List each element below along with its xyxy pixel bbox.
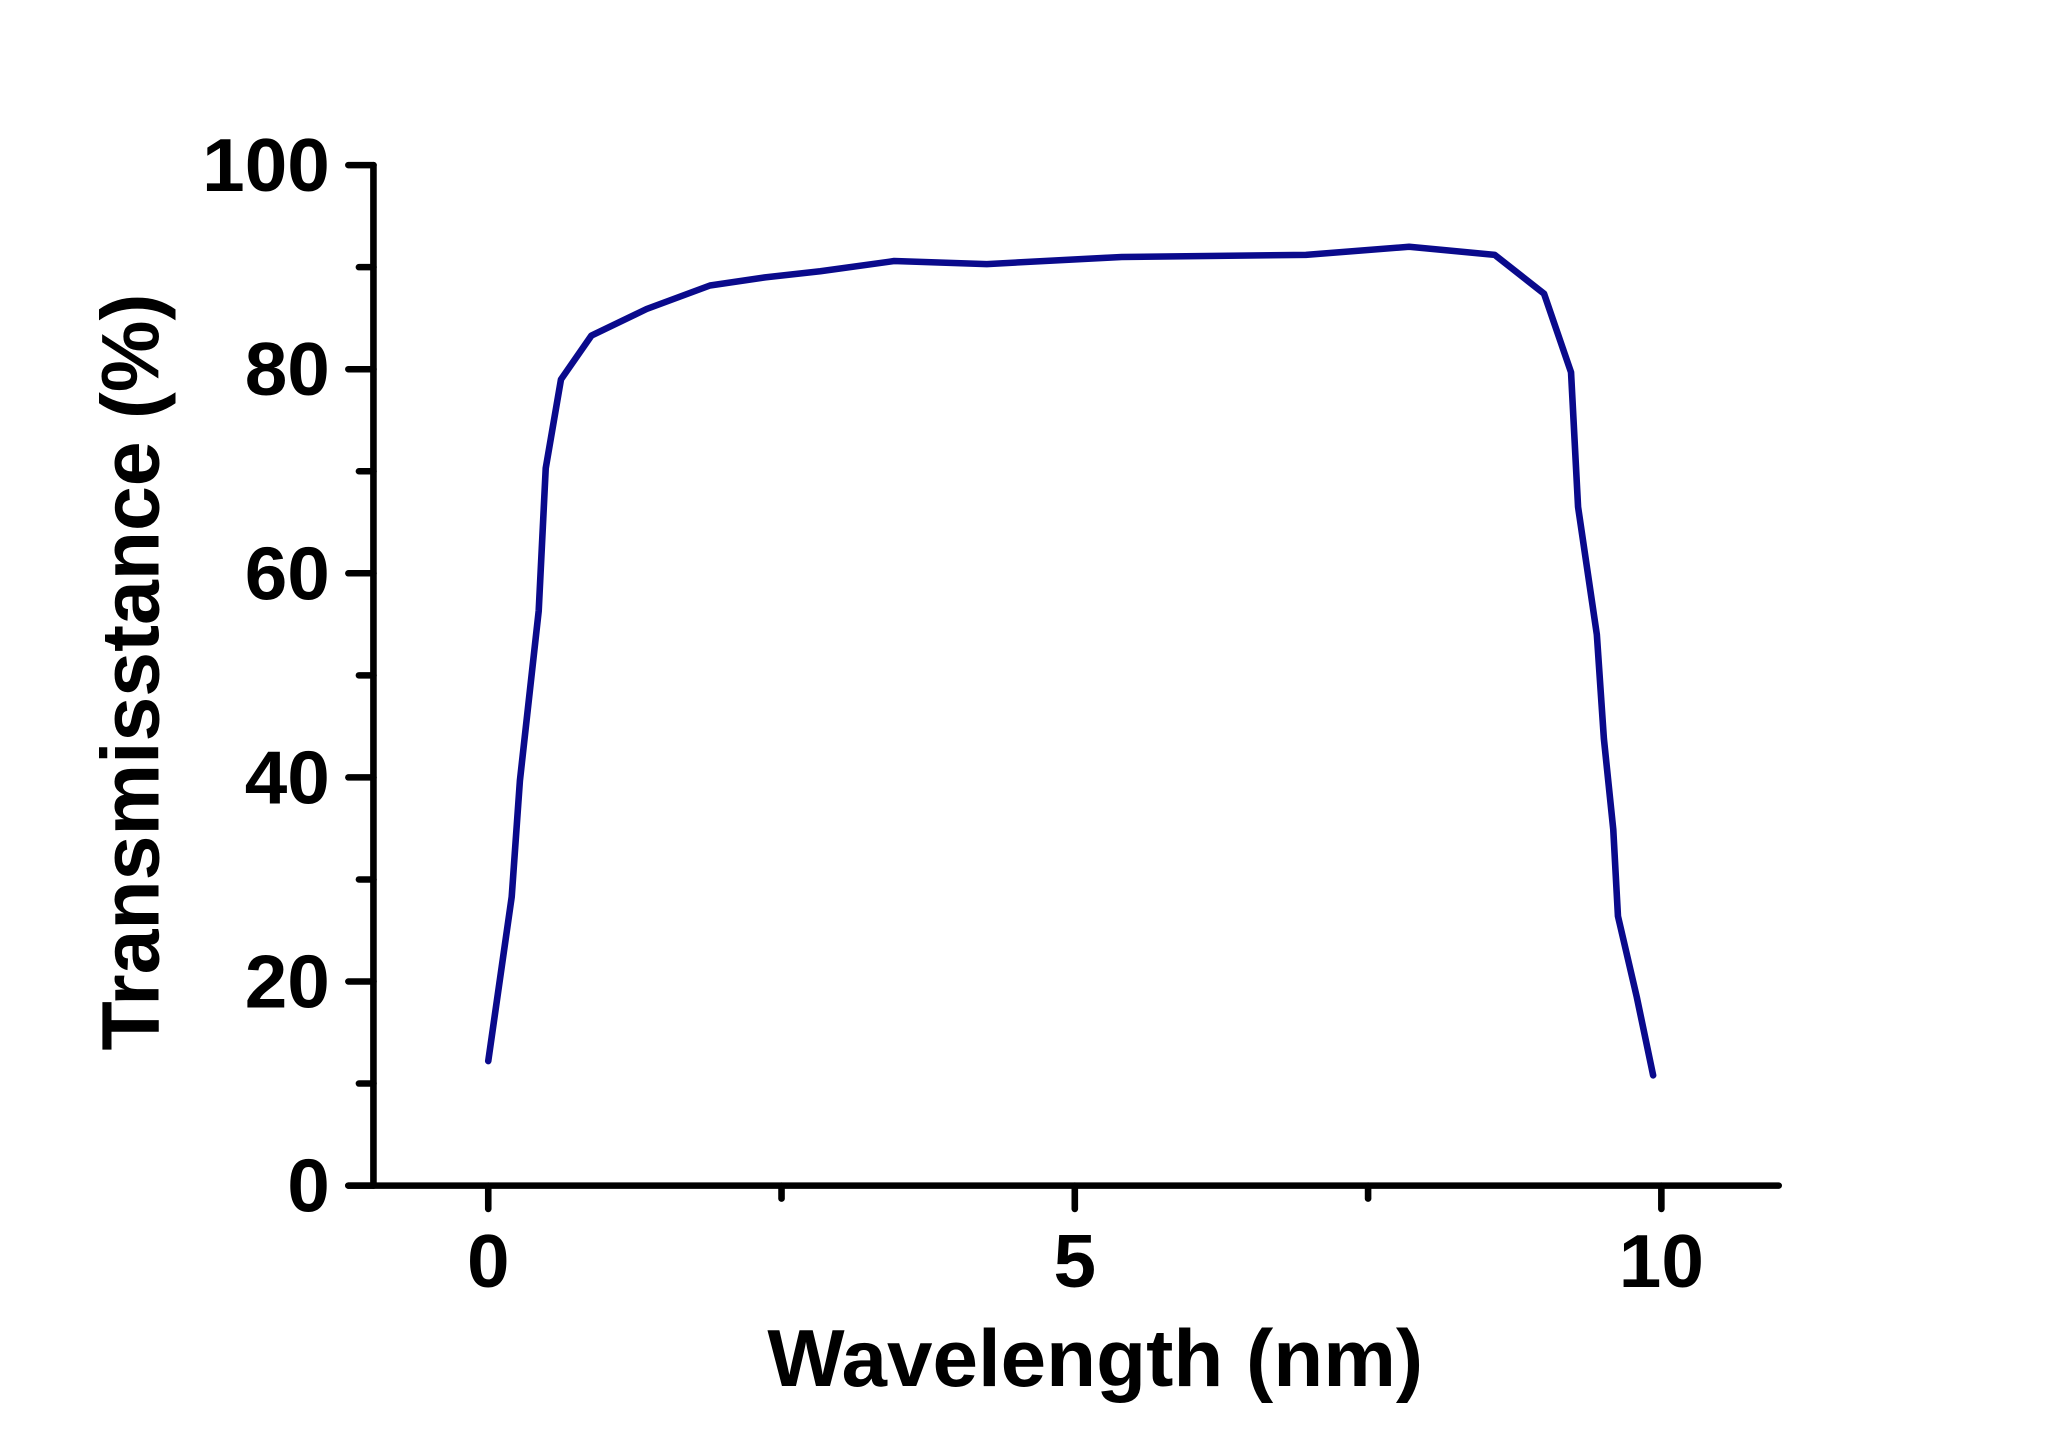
y-tick-label: 20 — [245, 940, 330, 1024]
y-tick-label: 40 — [245, 736, 330, 820]
series — [484, 243, 1657, 1079]
x-tick-label: 0 — [467, 1220, 510, 1304]
y-tick-label: 60 — [245, 532, 330, 616]
y-tick-label: 80 — [245, 328, 330, 412]
y-axis-title: Transmisstance (%) — [85, 294, 177, 1051]
x-tick-label: 5 — [1054, 1220, 1097, 1304]
transmittance-line — [484, 243, 1657, 1079]
ticks: 0 20 40 60 80 100 0 5 10 — [202, 124, 1704, 1304]
y-tick-label: 0 — [287, 1144, 330, 1228]
y-tick-label: 100 — [202, 124, 330, 208]
axes — [345, 161, 1782, 1189]
x-tick-label: 10 — [1619, 1220, 1704, 1304]
x-axis-title: Wavelength (nm) — [767, 1313, 1423, 1403]
